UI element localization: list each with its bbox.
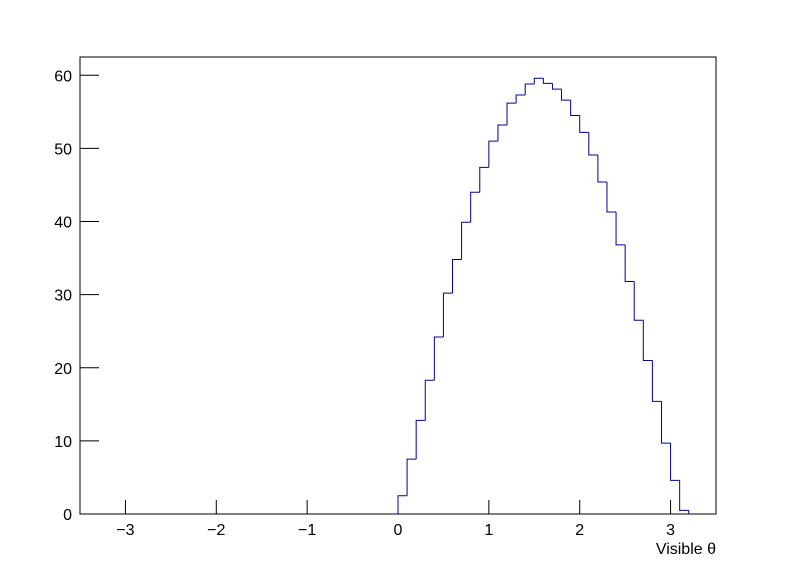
- histogram-bin: [660, 401, 671, 444]
- y-tick-label: 0: [63, 507, 72, 524]
- x-tick-label: 0: [394, 522, 403, 539]
- histogram-bin: [579, 115, 589, 133]
- y-tick-label: 50: [54, 141, 72, 158]
- histogram-bin: [442, 292, 453, 338]
- histogram-bin: [524, 83, 535, 96]
- histogram-bin: [470, 191, 480, 223]
- histogram-bin: [488, 140, 498, 168]
- histogram-bin: [597, 154, 607, 183]
- histogram-bin: [452, 259, 462, 294]
- histogram-bin: [424, 379, 435, 421]
- y-tick-label: 40: [54, 215, 72, 232]
- histogram-bin: [633, 281, 644, 321]
- x-tick-label: −1: [298, 522, 316, 539]
- y-tick-label: 20: [54, 361, 72, 378]
- frame: [79, 56, 717, 515]
- histogram-bin: [670, 443, 680, 481]
- x-tick-label: 3: [666, 522, 675, 539]
- histogram-bin: [624, 244, 635, 282]
- y-tick-label: 60: [54, 68, 72, 85]
- histogram-bin: [506, 102, 517, 126]
- x-axis-label: Visible θ: [656, 541, 716, 558]
- histogram-bin: [461, 221, 471, 260]
- histogram-bin: [651, 360, 662, 402]
- histogram-bin: [406, 458, 417, 496]
- y-tick-label: 10: [54, 434, 72, 451]
- x-tick-label: −3: [116, 522, 134, 539]
- histogram-bin: [642, 320, 653, 361]
- histogram-bin: [606, 182, 617, 213]
- histogram-bin: [497, 124, 508, 142]
- histogram-bin: [415, 419, 426, 460]
- histogram-bin: [479, 166, 489, 193]
- histogram-bin: [533, 77, 544, 85]
- histogram-bin: [561, 89, 571, 101]
- x-tick-label: 1: [484, 522, 493, 539]
- histogram-bin: [551, 83, 562, 90]
- x-tick-label: −2: [207, 522, 225, 539]
- histogram-bin: [397, 495, 408, 514]
- x-tick-label: 2: [575, 522, 584, 539]
- histogram-bin: [433, 336, 444, 381]
- histogram-bin: [615, 212, 626, 246]
- histogram-bin: [588, 132, 598, 156]
- histogram-bin: [515, 94, 526, 104]
- y-tick-label: 30: [54, 288, 72, 305]
- histogram-bin: [570, 100, 580, 116]
- histogram-bin: [542, 78, 553, 84]
- histogram-bin: [679, 480, 690, 514]
